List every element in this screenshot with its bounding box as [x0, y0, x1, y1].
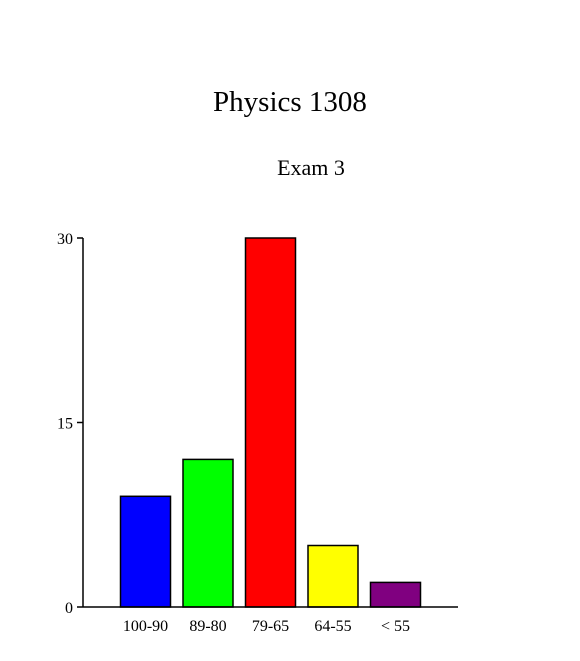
y-tick-label-1: 15	[57, 416, 73, 433]
bars-group	[119, 237, 422, 608]
chart-title: Physics 1308	[213, 86, 367, 118]
x-tick-label-0: 100-90	[123, 618, 168, 635]
chart-subtitle: Exam 3	[277, 155, 345, 180]
y-tick-label-2: 30	[57, 231, 73, 248]
x-tick-label-2: 79-65	[252, 618, 289, 635]
bar-1	[182, 458, 234, 608]
x-tick-label-3: 64-55	[314, 618, 351, 635]
x-tick-label-1: 89-80	[189, 618, 226, 635]
y-tick-label-0: 0	[65, 600, 73, 617]
bar-3	[307, 544, 359, 608]
bar-2	[244, 237, 297, 608]
axes-group: 0 15 30 100-90 89-80 79-65 64-55 < 55	[57, 231, 458, 635]
bar-4	[369, 581, 422, 608]
x-tick-label-4: < 55	[381, 618, 410, 635]
bar-0	[119, 495, 172, 608]
